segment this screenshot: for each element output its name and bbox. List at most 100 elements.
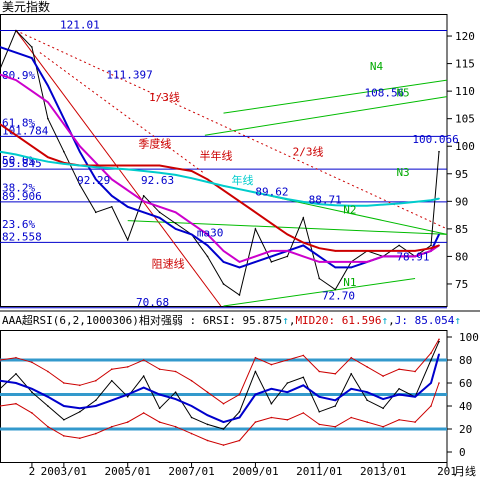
oscillator-upper-point: [270, 363, 273, 366]
oscillator-upper-point: [254, 356, 257, 359]
series-ma30-point: [142, 211, 145, 214]
oscillator-rsi6-point: [286, 382, 289, 384]
fib-level-label: 38.2%: [2, 182, 35, 195]
chart-annotation: 89.62: [255, 185, 288, 198]
oscillator-upper-point: [110, 368, 113, 371]
oscillator-lower-point: [254, 421, 257, 423]
oscillator-lower-line: [0, 382, 440, 446]
oscillator-mid20-line: [0, 354, 440, 424]
oscillator-header-part: J: 85.054: [395, 314, 455, 327]
green-channel-line: [268, 195, 448, 235]
oscillator-rsi6-point: [31, 391, 33, 394]
series-quarter-point: [142, 200, 145, 203]
oscillator-lower-point: [286, 419, 289, 421]
oscillator-mid20-point: [286, 391, 289, 394]
series-year-point: [63, 163, 65, 165]
oscillator-lower-point: [31, 412, 33, 414]
chart-annotation: N1: [343, 276, 356, 289]
oscillator-rsi6-point: [350, 373, 353, 375]
oscillator-mid20-point: [438, 353, 440, 356]
x-tick-label: 2011/01: [296, 465, 342, 478]
y-tick-label: 100: [455, 140, 475, 153]
series-ma30-point: [174, 228, 177, 230]
series-ma30-point: [438, 233, 440, 236]
series-year-point: [174, 174, 177, 176]
fib-level-label: 23.6%: [2, 218, 35, 231]
oscillator-mid20-point: [398, 393, 400, 396]
series-quarter-point: [366, 261, 368, 263]
series-year-point: [142, 170, 145, 172]
series-price-point: [15, 29, 17, 32]
y-tick-label: 95: [455, 168, 468, 181]
series-year-point: [190, 177, 193, 179]
series-halfyear-point: [142, 164, 145, 167]
series-price-point: [0, 68, 1, 70]
oscillator-header-part: ↑: [282, 314, 289, 327]
series-halfyear-point: [270, 222, 273, 225]
y-tick-label: 80: [455, 250, 468, 263]
oscillator-lower-point: [79, 437, 81, 440]
oscillator-rsi6-point: [430, 359, 432, 361]
series-halfyear-point: [158, 164, 161, 167]
series-quarter-point: [238, 261, 241, 263]
oscillator-lower-point: [414, 421, 416, 423]
oscillator-mid20-point: [366, 391, 368, 394]
green-channel-line: [127, 220, 448, 235]
chart-annotation: 2/3线: [293, 145, 324, 159]
oscillator-rsi6-point: [0, 387, 1, 390]
oscillator-upper-point: [318, 370, 321, 373]
series-year-point: [126, 168, 129, 171]
series-price-point: [142, 195, 145, 197]
oscillator-mid20-point: [31, 387, 33, 390]
series-ma30-point: [318, 255, 321, 258]
series-price-point: [398, 244, 400, 247]
oscillator-rsi6-point: [382, 407, 384, 410]
series-halfyear-point: [222, 189, 225, 192]
oscillator-rsi6-point: [110, 379, 113, 382]
series-year-point: [430, 199, 432, 202]
y-tick-label: 75: [455, 278, 468, 291]
series-quarter-point: [254, 255, 257, 258]
oscillator-upper-point: [334, 373, 337, 375]
series-halfyear-point: [94, 164, 97, 167]
oscillator-rsi6-point: [318, 410, 321, 413]
series-ma30-point: [158, 217, 161, 219]
chart-annotation: ma30: [197, 227, 224, 240]
series-quarter-point: [47, 101, 49, 103]
chart-annotation: 111.397: [106, 68, 152, 81]
oscillator-y-tick-label: 40: [459, 400, 472, 413]
oscillator-mid20-point: [382, 398, 384, 400]
oscillator-rsi6-line: [0, 341, 440, 430]
series-price-point: [63, 150, 65, 153]
series-ma30-point: [31, 57, 33, 59]
series-ma30-point: [238, 266, 241, 269]
series-ma30-point: [0, 46, 1, 48]
oscillator-upper-point: [286, 359, 289, 361]
oscillator-mid20-point: [206, 414, 209, 417]
series-quarter-point: [334, 261, 337, 263]
series-price-point: [286, 255, 289, 258]
x-tick-label: 2013/01: [360, 465, 406, 478]
oscillator-mid20-point: [126, 393, 129, 396]
oscillator-upper-point: [366, 366, 368, 368]
chart-annotation: 108.56: [365, 87, 405, 100]
series-quarter-point: [79, 145, 81, 148]
series-year-point: [79, 164, 81, 167]
series-ma30-point: [126, 206, 129, 208]
series-halfyear-point: [126, 164, 129, 167]
oscillator-rsi6-point: [366, 399, 368, 402]
oscillator-header-part: MID20: 61.596: [295, 314, 381, 327]
series-year-point: [366, 204, 368, 207]
oscillator-mid20-point: [142, 386, 145, 389]
series-quarter-point: [94, 161, 97, 164]
level-label: 82.558: [2, 230, 42, 243]
oscillator-mid20-point: [190, 405, 193, 407]
chart-annotation: 年线: [231, 173, 253, 187]
oscillator-mid20-point: [222, 421, 225, 423]
oscillator-upper-point: [222, 402, 225, 405]
series-quarter-point: [158, 206, 161, 208]
series-quarter-point: [430, 250, 432, 252]
oscillator-rsi6-point: [302, 376, 305, 379]
series-halfyear-point: [366, 250, 368, 252]
oscillator-rsi6-point: [47, 405, 49, 407]
